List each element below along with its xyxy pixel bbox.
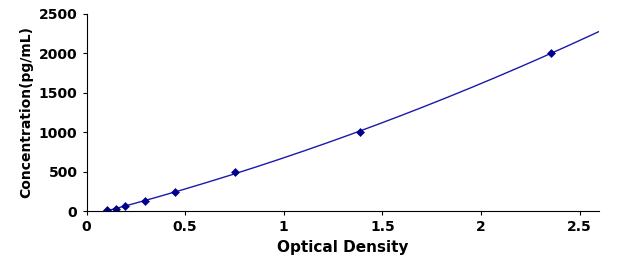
X-axis label: Optical Density: Optical Density — [277, 240, 408, 255]
Point — [355, 130, 365, 134]
Point — [546, 51, 556, 55]
Point — [121, 204, 130, 209]
Point — [230, 170, 240, 174]
Point — [170, 189, 180, 194]
Point — [140, 199, 150, 204]
Point — [111, 207, 121, 211]
Y-axis label: Concentration(pg/mL): Concentration(pg/mL) — [19, 27, 33, 198]
Point — [102, 208, 112, 212]
